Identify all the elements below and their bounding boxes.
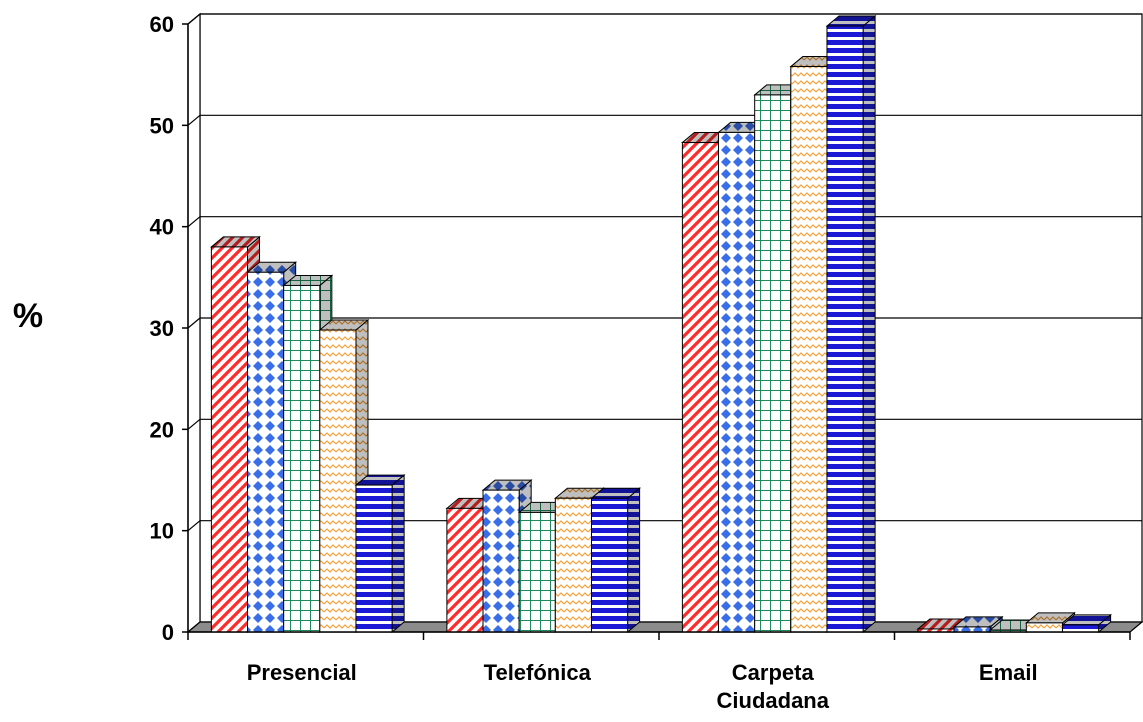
axis-labels: % [13, 297, 43, 335]
y-tick-label: 20 [150, 417, 174, 442]
x-tick-label: Carpeta Ciudadana [717, 660, 830, 713]
y-axis-label: % [13, 297, 43, 335]
grid-lines [187, 13, 1142, 532]
gridline-side [187, 520, 201, 532]
bar [1061, 613, 1113, 634]
axes: 0 10 20 30 40 50 60 Presencial Telefónica Carpeta… [150, 12, 1131, 713]
gridline-side [187, 13, 201, 25]
gridline-side [187, 216, 201, 228]
bars [209, 14, 1113, 634]
y-tick-label: 40 [150, 215, 174, 240]
y-tick-label: 50 [150, 113, 174, 138]
gridline-side [187, 114, 201, 126]
bar [590, 487, 642, 634]
x-tick-label: Telefónica [484, 660, 592, 685]
x-tick-label: Presencial [247, 660, 357, 685]
gridline-side [187, 317, 201, 329]
bar [825, 14, 877, 634]
bar [354, 473, 406, 634]
y-tick-label: 10 [150, 519, 174, 544]
y-tick-label: 0 [162, 620, 174, 645]
y-tick-label: 60 [150, 12, 174, 37]
y-tick-label: 30 [150, 316, 174, 341]
x-tick-label: Email [979, 660, 1038, 685]
gridline-side [187, 418, 201, 430]
